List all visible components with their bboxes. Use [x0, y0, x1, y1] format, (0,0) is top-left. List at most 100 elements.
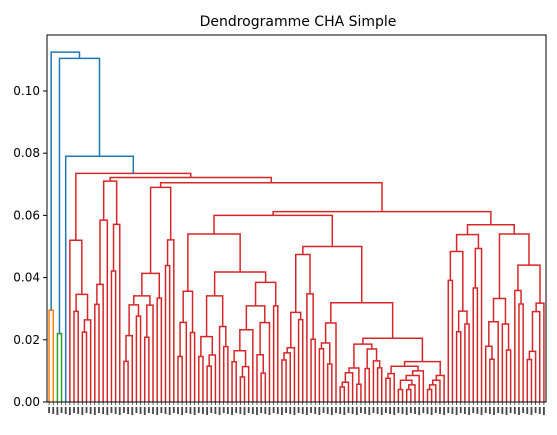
dendrogram-link [220, 326, 226, 402]
dendrogram-link [299, 320, 303, 402]
dendrogram-link [201, 337, 212, 357]
dendrogram-link [256, 282, 276, 305]
dendrogram-link [110, 177, 271, 182]
leaf-label-mark [277, 407, 279, 414]
leaf-label-mark [531, 407, 533, 415]
dendrogram-link [142, 273, 159, 298]
dendrogram-link [405, 362, 441, 376]
leaf-label-mark [115, 407, 117, 414]
dendrogram-link [209, 355, 215, 402]
leaf-label-mark [235, 407, 237, 413]
leaf-label-mark [190, 407, 192, 414]
leaf-label-mark [452, 407, 454, 414]
dendrogram-link [114, 224, 120, 402]
dendrogram-link [473, 288, 477, 402]
dendrogram-link [145, 337, 149, 402]
dendrogram-link [224, 347, 228, 402]
leaf-label-mark [335, 407, 337, 413]
dendrogram-link [490, 359, 494, 402]
leaf-label-mark [435, 407, 437, 413]
leaf-label-mark [373, 407, 375, 413]
leaf-label-mark [185, 407, 187, 413]
leaf-label-mark [476, 407, 478, 414]
leaf-label-mark [535, 407, 537, 413]
dendrogram-link [357, 384, 361, 402]
leaf-label-mark [431, 407, 433, 415]
dendrogram-link [340, 387, 344, 402]
leaf-label-mark [368, 407, 370, 415]
dendrogram-link [331, 303, 393, 338]
leaf-label-mark [439, 407, 441, 414]
dendrogram-link [240, 330, 253, 402]
leaf-label-mark [256, 407, 258, 415]
dendrogram-link [111, 271, 115, 402]
leaf-label-mark [327, 407, 329, 414]
leaf-label-mark [356, 407, 358, 415]
leaf-label-mark [106, 407, 108, 415]
leaf-label-mark [206, 407, 208, 415]
dendrogram-link [97, 284, 103, 402]
leaf-label-mark [410, 407, 412, 413]
leaf-label-mark [152, 407, 154, 414]
dendrogram-link [307, 294, 313, 402]
leaf-label-mark [377, 407, 379, 414]
dendrogram-link [502, 324, 508, 402]
dendrogram-link [124, 361, 128, 402]
dendrogram-link [147, 305, 153, 402]
dendrogram-link [349, 368, 359, 384]
leaf-label-mark [393, 407, 395, 415]
leaf-label-mark [223, 407, 225, 413]
leaf-label-mark [406, 407, 408, 415]
leaf-label-mark [252, 407, 254, 414]
leaf-label-mark [269, 407, 271, 415]
leaf-label-mark [472, 407, 474, 413]
dendrogram-links [49, 52, 544, 402]
dendrogram-link [373, 361, 379, 402]
leaf-label-mark [77, 407, 79, 414]
leaf-label-mark [131, 407, 133, 415]
dendrogram-link [457, 332, 461, 402]
leaf-label-mark [69, 407, 71, 415]
leaf-label-mark [98, 407, 100, 413]
dendrogram-link [475, 248, 481, 402]
plot-frame [47, 35, 546, 402]
leaf-label-mark [464, 407, 466, 414]
dendrogram-link [391, 366, 418, 373]
leaf-label-mark [456, 407, 458, 415]
dendrogram-link [273, 212, 491, 225]
leaf-label-mark [314, 407, 316, 414]
dendrogram-link [354, 344, 372, 368]
leaf-label-mark [144, 407, 146, 415]
leaf-label-mark [248, 407, 250, 413]
dendrogram-link [527, 360, 531, 402]
y-tick-label: 0.04 [13, 271, 40, 285]
leaf-label-mark [306, 407, 308, 415]
dendrogram-link [190, 333, 194, 402]
dendrogram-link [515, 291, 521, 402]
leaf-label-mark [339, 407, 341, 414]
leaf-label-mark [231, 407, 233, 415]
dendrogram-link [214, 215, 332, 246]
leaf-label-mark [422, 407, 424, 413]
leaf-label-mark [86, 407, 88, 413]
leaf-label-mark [460, 407, 462, 413]
leaf-label-mark [481, 407, 483, 415]
leaf-label-mark [148, 407, 150, 413]
y-tick-label: 0.10 [13, 84, 40, 98]
leaf-label-mark [510, 407, 512, 413]
leaf-label-mark [94, 407, 96, 415]
y-tick-label: 0.06 [13, 208, 40, 222]
leaf-label-mark [385, 407, 387, 413]
leaf-label-mark [156, 407, 158, 415]
dendrogram-link [95, 304, 99, 402]
dendrogram-link [363, 338, 422, 361]
leaf-label-mark [219, 407, 221, 415]
leaf-label-mark [468, 407, 470, 415]
dendrogram-link [242, 367, 248, 402]
leaf-label-mark [52, 407, 54, 414]
leaf-label-mark [381, 407, 383, 415]
dendrogram-link [246, 306, 264, 330]
y-tick-label: 0.08 [13, 146, 40, 160]
leaf-label-mark [501, 407, 503, 414]
leaf-label-mark [273, 407, 275, 413]
